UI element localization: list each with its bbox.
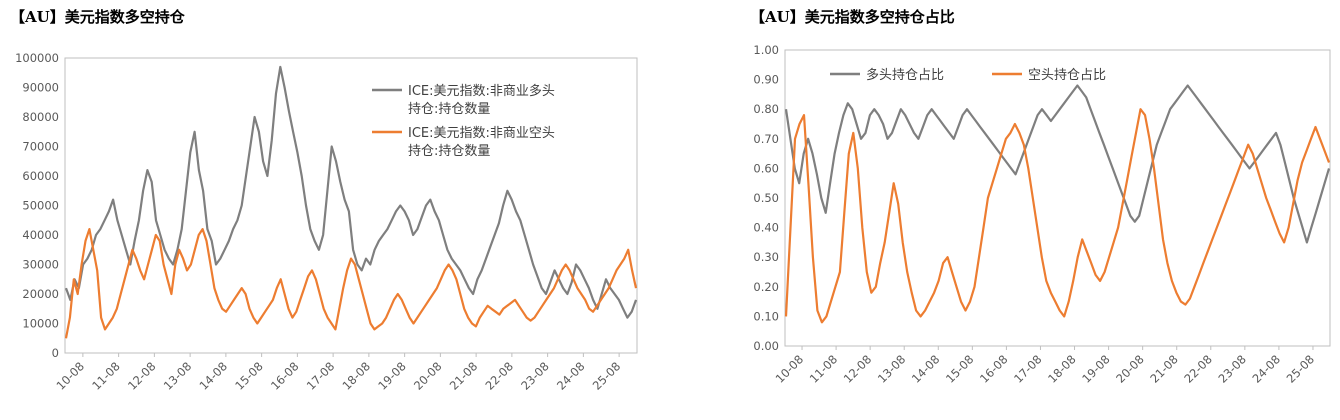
x-tick-label: 16-08 [977,352,1011,386]
y-tick-label: 30000 [22,258,59,272]
x-tick-label: 12-08 [841,352,875,386]
y-tick-label: 0.10 [753,309,779,323]
right-chart: 0.00 0.10 0.20 0.30 0.40 0.50 0.60 0.70 0.80 0.90… [753,43,1331,386]
legend-label: ICE:美元指数:非商业多头 [408,83,555,99]
x-tick-label: 11-08 [807,352,841,386]
x-tick-label: 23-08 [518,359,552,393]
x-tick-label: 13-08 [161,359,195,393]
x-tick-label: 17-08 [1011,352,1045,386]
x-tick-label: 24-08 [554,359,588,393]
x-tick-label: 22-08 [482,359,516,393]
x-tick-label: 24-08 [1249,352,1283,386]
series-line-2 [784,108,1331,324]
y-tick-label: 0.60 [753,161,779,175]
legend-label: 空头持仓占比 [1028,68,1106,83]
x-tick-label: 14-08 [196,359,230,393]
y-tick-label: 0.20 [753,280,779,294]
y-tick-label: 0.90 [753,73,779,87]
x-tick-label: 25-08 [590,359,624,393]
legend-label: ICE:美元指数:非商业空头 [408,126,555,141]
y-tick-label: 1.00 [753,43,779,57]
x-tick-label: 20-08 [411,359,445,393]
x-tick-label: 19-08 [1079,352,1113,386]
series-line-2 [64,228,638,339]
y-tick-label: 0.80 [753,102,779,116]
y-tick-label: 80000 [22,110,59,124]
y-tick-label: 0.40 [753,221,779,235]
x-tick-label: 18-08 [1045,352,1079,386]
x-tick-label: 17-08 [304,359,338,393]
x-tick-label: 16-08 [268,359,302,393]
x-tick-label: 12-08 [125,359,159,393]
y-tick-label: 100000 [15,51,59,65]
legend-label: 持仓:持仓数量 [408,102,490,117]
x-tick-label: 14-08 [909,352,943,386]
chart-title: 【AU】美元指数多空持仓 [10,8,185,26]
x-tick-label: 10-08 [53,359,87,393]
y-tick-label: 90000 [22,81,59,95]
y-tick-label: 0.30 [753,250,779,264]
plot-area-border [784,49,1331,347]
plot-area-border [64,57,638,354]
y-tick-label: 40000 [22,228,59,242]
series-line-1 [784,84,1331,244]
x-tick-label: 18-08 [339,359,373,393]
x-tick-label: 23-08 [1215,352,1249,386]
y-tick-label: 60000 [22,169,59,183]
legend-label: 持仓:持仓数量 [408,144,490,159]
y-tick-label: 0.70 [753,132,779,146]
y-tick-label: 0.00 [753,339,779,353]
x-tick-label: 25-08 [1284,352,1318,386]
x-tick-label: 13-08 [875,352,909,386]
x-tick-label: 22-08 [1181,352,1215,386]
left-chart: 0 10000 20000 30000 40000 50000 60000 70000 8000… [15,51,638,393]
chart-title: 【AU】美元指数多空持仓占比 [750,8,955,26]
y-tick-label: 50000 [22,199,59,213]
x-tick-label: 19-08 [375,359,409,393]
y-tick-label: 0.50 [753,191,779,205]
x-tick-label: 15-08 [943,352,977,386]
x-tick-label: 15-08 [232,359,266,393]
x-tick-label: 21-08 [1147,352,1181,386]
x-tick-label: 21-08 [447,359,481,393]
left-chart-panel: 【AU】美元指数多空持仓 0 10000 20000 30000 40000 50000 6… [0,0,660,416]
series-line-1 [64,65,638,319]
y-tick-label: 0 [52,346,59,360]
right-chart-panel: 【AU】美元指数多空持仓占比 0.00 0.10 0.20 0.30 0.40 0.50 0… [740,0,1340,416]
y-tick-label: 10000 [22,317,59,331]
y-tick-label: 70000 [22,140,59,154]
y-tick-label: 20000 [22,287,59,301]
x-tick-label: 11-08 [89,359,123,393]
x-tick-label: 20-08 [1113,352,1147,386]
legend-label: 多头持仓占比 [866,67,944,83]
x-tick-label: 10-08 [773,352,807,386]
